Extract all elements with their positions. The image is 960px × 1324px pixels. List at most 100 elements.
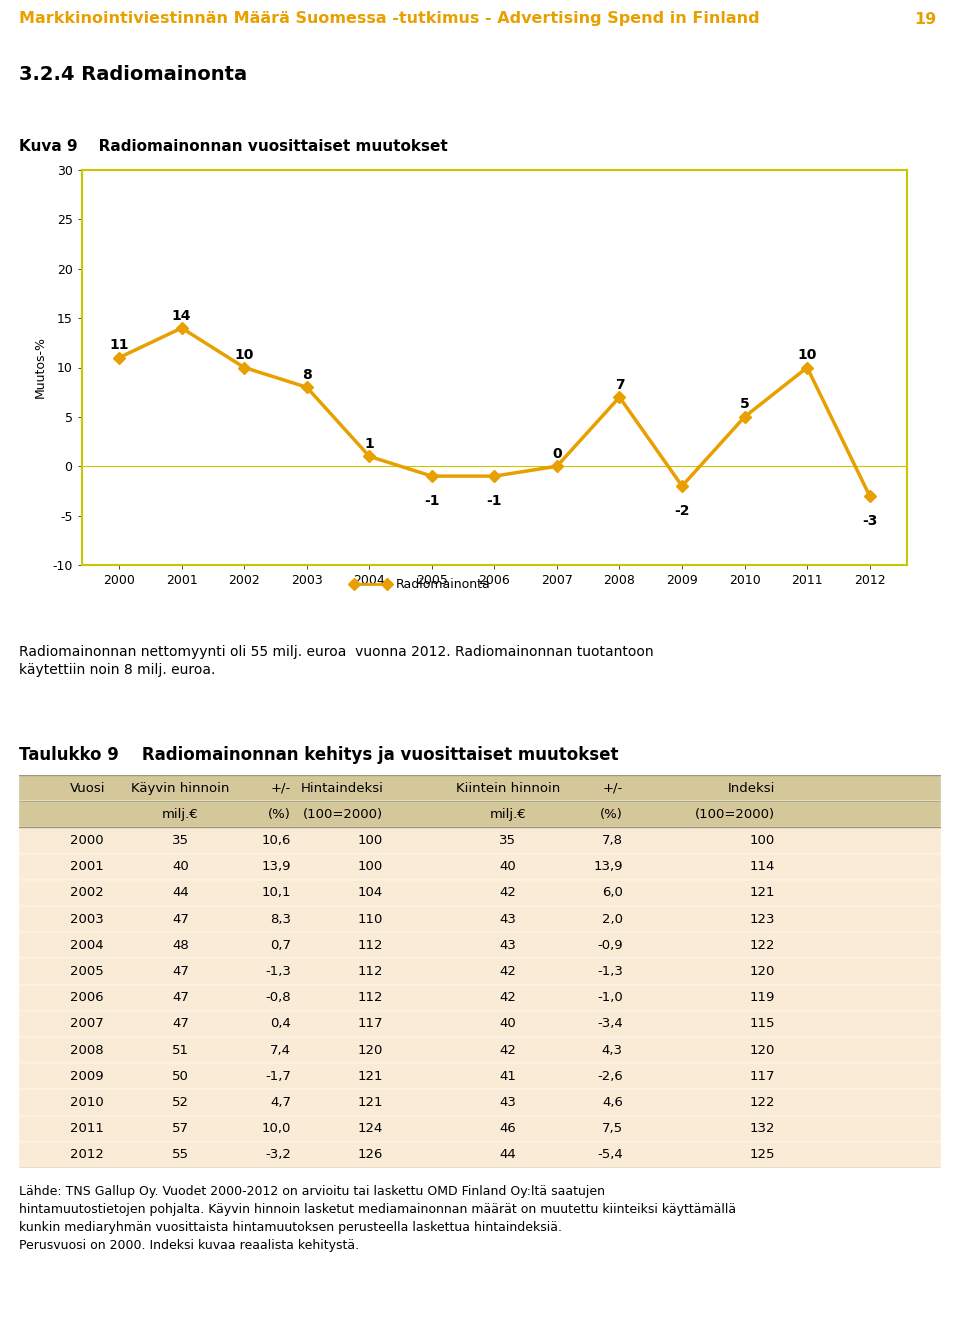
Y-axis label: Muutos-%: Muutos-% — [34, 336, 47, 399]
Text: 121: 121 — [750, 886, 775, 899]
Text: 2007: 2007 — [70, 1017, 104, 1030]
Text: (%): (%) — [600, 808, 623, 821]
Text: 11: 11 — [109, 338, 129, 352]
Text: 42: 42 — [499, 886, 516, 899]
Text: 2,0: 2,0 — [602, 912, 623, 925]
Text: 19: 19 — [914, 12, 936, 26]
FancyBboxPatch shape — [19, 828, 941, 854]
Text: Radiomainonta: Radiomainonta — [396, 577, 490, 591]
Text: 120: 120 — [750, 965, 775, 978]
Text: 124: 124 — [358, 1123, 383, 1135]
Text: 40: 40 — [172, 861, 189, 874]
Text: 10,6: 10,6 — [262, 834, 291, 847]
Text: -2: -2 — [674, 504, 690, 518]
Text: 50: 50 — [172, 1070, 189, 1083]
Text: 43: 43 — [499, 912, 516, 925]
Text: -0,9: -0,9 — [597, 939, 623, 952]
Text: -5,4: -5,4 — [597, 1148, 623, 1161]
Text: 1: 1 — [365, 437, 374, 451]
Text: 125: 125 — [750, 1148, 775, 1161]
FancyBboxPatch shape — [19, 775, 941, 801]
Text: 7,4: 7,4 — [270, 1043, 291, 1057]
Text: Markkinointiviestinnän Määrä Suomessa -tutkimus - Advertising Spend in Finland: Markkinointiviestinnän Määrä Suomessa -t… — [19, 12, 759, 26]
Text: 46: 46 — [499, 1123, 516, 1135]
FancyBboxPatch shape — [19, 906, 941, 932]
Text: 41: 41 — [499, 1070, 516, 1083]
Text: Taulukko 9    Radiomainonnan kehitys ja vuosittaiset muutokset: Taulukko 9 Radiomainonnan kehitys ja vuo… — [19, 745, 618, 764]
Text: 0: 0 — [552, 446, 562, 461]
Text: 0,4: 0,4 — [270, 1017, 291, 1030]
Text: 0,7: 0,7 — [270, 939, 291, 952]
Text: 47: 47 — [172, 1017, 189, 1030]
Text: 2012: 2012 — [70, 1148, 104, 1161]
FancyBboxPatch shape — [19, 1010, 941, 1037]
FancyBboxPatch shape — [19, 1116, 941, 1141]
Text: +/-: +/- — [271, 781, 291, 794]
Text: 123: 123 — [750, 912, 775, 925]
FancyBboxPatch shape — [19, 854, 941, 880]
FancyBboxPatch shape — [19, 985, 941, 1010]
Text: 13,9: 13,9 — [261, 861, 291, 874]
Text: 2006: 2006 — [70, 992, 104, 1004]
Text: 47: 47 — [172, 992, 189, 1004]
Text: 2000: 2000 — [70, 834, 104, 847]
Text: Kuva 9    Radiomainonnan vuosittaiset muutokset: Kuva 9 Radiomainonnan vuosittaiset muuto… — [19, 139, 448, 154]
Text: 2002: 2002 — [70, 886, 104, 899]
FancyBboxPatch shape — [19, 932, 941, 959]
Text: 47: 47 — [172, 965, 189, 978]
Text: 132: 132 — [750, 1123, 775, 1135]
Text: 42: 42 — [499, 965, 516, 978]
Text: 10,0: 10,0 — [262, 1123, 291, 1135]
Text: 100: 100 — [358, 861, 383, 874]
Text: 2010: 2010 — [70, 1096, 104, 1110]
Text: 44: 44 — [499, 1148, 516, 1161]
Text: 55: 55 — [172, 1148, 189, 1161]
Text: 120: 120 — [750, 1043, 775, 1057]
Text: 114: 114 — [750, 861, 775, 874]
Text: 10: 10 — [798, 348, 817, 361]
Text: (%): (%) — [268, 808, 291, 821]
Text: 117: 117 — [750, 1070, 775, 1083]
Text: -3,2: -3,2 — [265, 1148, 291, 1161]
Text: 48: 48 — [172, 939, 189, 952]
FancyBboxPatch shape — [19, 1141, 941, 1168]
Text: 100: 100 — [358, 834, 383, 847]
Text: 51: 51 — [172, 1043, 189, 1057]
Text: 121: 121 — [358, 1096, 383, 1110]
Text: 43: 43 — [499, 939, 516, 952]
Text: (100=2000): (100=2000) — [303, 808, 383, 821]
Text: 35: 35 — [172, 834, 189, 847]
Text: Käyvin hinnoin: Käyvin hinnoin — [132, 781, 229, 794]
Text: 2008: 2008 — [70, 1043, 104, 1057]
Text: Vuosi: Vuosi — [70, 781, 106, 794]
Text: 110: 110 — [358, 912, 383, 925]
FancyBboxPatch shape — [19, 959, 941, 985]
Text: 4,3: 4,3 — [602, 1043, 623, 1057]
Text: -1,7: -1,7 — [265, 1070, 291, 1083]
Text: 121: 121 — [358, 1070, 383, 1083]
Text: 122: 122 — [750, 1096, 775, 1110]
Text: -1,3: -1,3 — [597, 965, 623, 978]
Text: Indeksi: Indeksi — [728, 781, 775, 794]
Text: 7,8: 7,8 — [602, 834, 623, 847]
Text: -1: -1 — [424, 494, 440, 508]
Text: 7,5: 7,5 — [602, 1123, 623, 1135]
Text: Lähde: TNS Gallup Oy. Vuodet 2000-2012 on arvioitu tai laskettu OMD Finland Oy:l: Lähde: TNS Gallup Oy. Vuodet 2000-2012 o… — [19, 1185, 736, 1253]
Text: 2011: 2011 — [70, 1123, 104, 1135]
Text: 6,0: 6,0 — [602, 886, 623, 899]
Text: 5: 5 — [740, 397, 750, 412]
Text: -0,8: -0,8 — [266, 992, 291, 1004]
Text: Radiomainonnan nettomyynti oli 55 milj. euroa  vuonna 2012. Radiomainonnan tuota: Radiomainonnan nettomyynti oli 55 milj. … — [19, 645, 654, 678]
Text: Hintaindeksi: Hintaindeksi — [300, 781, 383, 794]
Text: (100=2000): (100=2000) — [695, 808, 775, 821]
Text: 10: 10 — [234, 348, 253, 361]
Text: Kiintein hinnoin: Kiintein hinnoin — [456, 781, 560, 794]
Text: 2005: 2005 — [70, 965, 104, 978]
Text: 35: 35 — [499, 834, 516, 847]
Text: 14: 14 — [172, 308, 191, 323]
FancyBboxPatch shape — [19, 880, 941, 906]
FancyBboxPatch shape — [19, 1063, 941, 1090]
Text: 100: 100 — [750, 834, 775, 847]
Text: milj.€: milj.€ — [490, 808, 526, 821]
Text: 119: 119 — [750, 992, 775, 1004]
